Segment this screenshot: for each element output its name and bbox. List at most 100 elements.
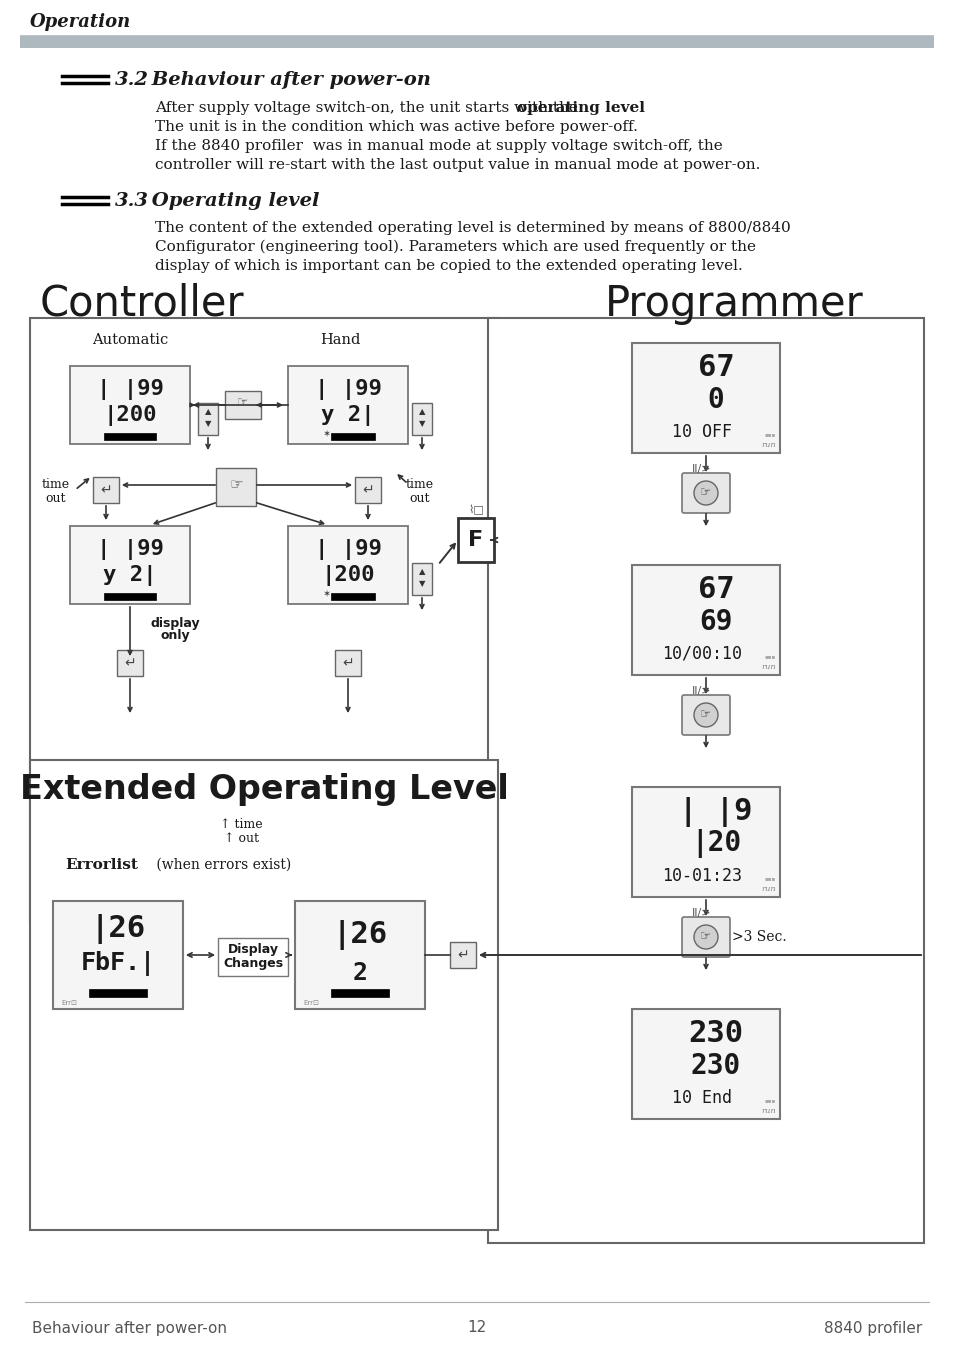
Text: | |9: | |9	[679, 797, 752, 827]
FancyBboxPatch shape	[331, 593, 375, 600]
Text: ▲: ▲	[418, 567, 425, 577]
Text: 12: 12	[467, 1320, 486, 1336]
Text: 10/00:10: 10/00:10	[661, 644, 741, 663]
Text: ▲: ▲	[205, 408, 211, 416]
Text: Hand: Hand	[319, 332, 360, 347]
FancyBboxPatch shape	[631, 343, 780, 453]
Text: display: display	[150, 616, 199, 630]
Text: Changes: Changes	[223, 958, 283, 970]
Bar	[20, 34, 933, 49]
Text: >3 Sec.: >3 Sec.	[731, 929, 786, 944]
Text: | |99: | |99	[96, 539, 163, 559]
Text: 3.2: 3.2	[115, 72, 149, 89]
Text: Behaviour after power-on: Behaviour after power-on	[145, 72, 431, 89]
Text: Err⊡: Err⊡	[61, 1000, 77, 1006]
Text: out: out	[46, 492, 66, 504]
Text: Display: Display	[227, 943, 278, 957]
Text: ▼: ▼	[205, 420, 211, 428]
FancyBboxPatch shape	[198, 403, 218, 435]
Text: ↑ time: ↑ time	[220, 819, 262, 831]
Text: ☞: ☞	[237, 396, 249, 409]
FancyBboxPatch shape	[450, 942, 476, 969]
FancyBboxPatch shape	[331, 434, 375, 440]
Text: ⌇□: ⌇□	[468, 505, 483, 515]
Text: If the 8840 profiler  was in manual mode at supply voltage switch-off, the: If the 8840 profiler was in manual mode …	[154, 139, 722, 153]
Circle shape	[693, 703, 718, 727]
FancyBboxPatch shape	[288, 366, 408, 444]
Text: ▪▪▪: ▪▪▪	[763, 1098, 775, 1104]
Text: ✶: ✶	[321, 589, 330, 598]
Text: ☞: ☞	[700, 931, 711, 943]
FancyBboxPatch shape	[355, 477, 380, 503]
Text: only: only	[160, 630, 190, 643]
FancyBboxPatch shape	[215, 467, 255, 507]
Text: |200: |200	[321, 565, 375, 585]
FancyBboxPatch shape	[218, 938, 288, 975]
Text: |26: |26	[332, 920, 387, 950]
Text: | |99: | |99	[314, 539, 381, 559]
Text: ▲: ▲	[418, 408, 425, 416]
Text: ↵: ↵	[362, 484, 374, 497]
FancyBboxPatch shape	[294, 901, 424, 1009]
Text: ▼: ▼	[418, 580, 425, 589]
FancyBboxPatch shape	[89, 989, 147, 997]
FancyBboxPatch shape	[53, 901, 183, 1009]
Text: 69: 69	[699, 608, 732, 636]
Text: 8840 profiler: 8840 profiler	[822, 1320, 921, 1336]
FancyBboxPatch shape	[225, 390, 261, 419]
Text: ↵: ↵	[100, 484, 112, 497]
Text: ↵: ↵	[342, 657, 354, 670]
Text: F: F	[468, 530, 483, 550]
FancyBboxPatch shape	[30, 761, 497, 1229]
Text: Programmer: Programmer	[604, 282, 862, 326]
FancyBboxPatch shape	[681, 694, 729, 735]
FancyBboxPatch shape	[412, 403, 432, 435]
FancyBboxPatch shape	[30, 317, 497, 923]
Text: Automatic: Automatic	[91, 332, 168, 347]
Text: run: run	[760, 440, 775, 449]
Text: Operating level: Operating level	[145, 192, 319, 209]
Text: ↑ out: ↑ out	[224, 831, 258, 844]
FancyBboxPatch shape	[104, 434, 156, 440]
Text: time: time	[406, 477, 434, 490]
Text: ↵: ↵	[456, 948, 468, 962]
Circle shape	[693, 925, 718, 948]
Text: Configurator (engineering tool). Parameters which are used frequently or the: Configurator (engineering tool). Paramet…	[154, 240, 755, 254]
Text: ▪▪▪: ▪▪▪	[763, 654, 775, 659]
Text: controller will re-start with the last output value in manual mode at power-on.: controller will re-start with the last o…	[154, 158, 760, 172]
Text: FbF.|: FbF.|	[80, 951, 155, 975]
FancyBboxPatch shape	[335, 650, 360, 676]
Text: y 2|: y 2|	[321, 404, 375, 426]
FancyBboxPatch shape	[681, 917, 729, 957]
Circle shape	[693, 481, 718, 505]
Text: 3.3: 3.3	[115, 192, 149, 209]
Text: 67: 67	[697, 576, 734, 604]
Text: | |99: | |99	[96, 378, 163, 400]
Text: II/>: II/>	[691, 908, 711, 917]
Text: |200: |200	[103, 404, 156, 426]
Text: 67: 67	[697, 354, 734, 382]
Text: The content of the extended operating level is determined by means of 8800/8840: The content of the extended operating le…	[154, 222, 790, 235]
FancyBboxPatch shape	[92, 477, 119, 503]
Text: 10 OFF: 10 OFF	[671, 423, 731, 440]
Text: run: run	[760, 885, 775, 893]
Text: ☞: ☞	[229, 477, 243, 493]
Text: time: time	[42, 477, 70, 490]
Text: 10 End: 10 End	[671, 1089, 731, 1106]
FancyBboxPatch shape	[681, 473, 729, 513]
Text: Controller: Controller	[40, 282, 244, 326]
Text: ▪▪▪: ▪▪▪	[763, 432, 775, 438]
Text: |26: |26	[91, 915, 146, 944]
Text: Extended Operating Level: Extended Operating Level	[20, 774, 508, 807]
Text: Operation: Operation	[30, 14, 132, 31]
Text: run: run	[760, 1106, 775, 1115]
Text: operating level: operating level	[517, 101, 644, 115]
Text: 2: 2	[352, 961, 367, 985]
Text: Errorlist: Errorlist	[65, 858, 138, 871]
Text: After supply voltage switch-on, the unit starts with the: After supply voltage switch-on, the unit…	[154, 101, 582, 115]
Text: The unit is in the condition which was active before power-off.: The unit is in the condition which was a…	[154, 120, 638, 134]
Text: (when errors exist): (when errors exist)	[152, 858, 291, 871]
FancyBboxPatch shape	[117, 650, 143, 676]
FancyBboxPatch shape	[631, 788, 780, 897]
Text: Behaviour after power-on: Behaviour after power-on	[32, 1320, 227, 1336]
